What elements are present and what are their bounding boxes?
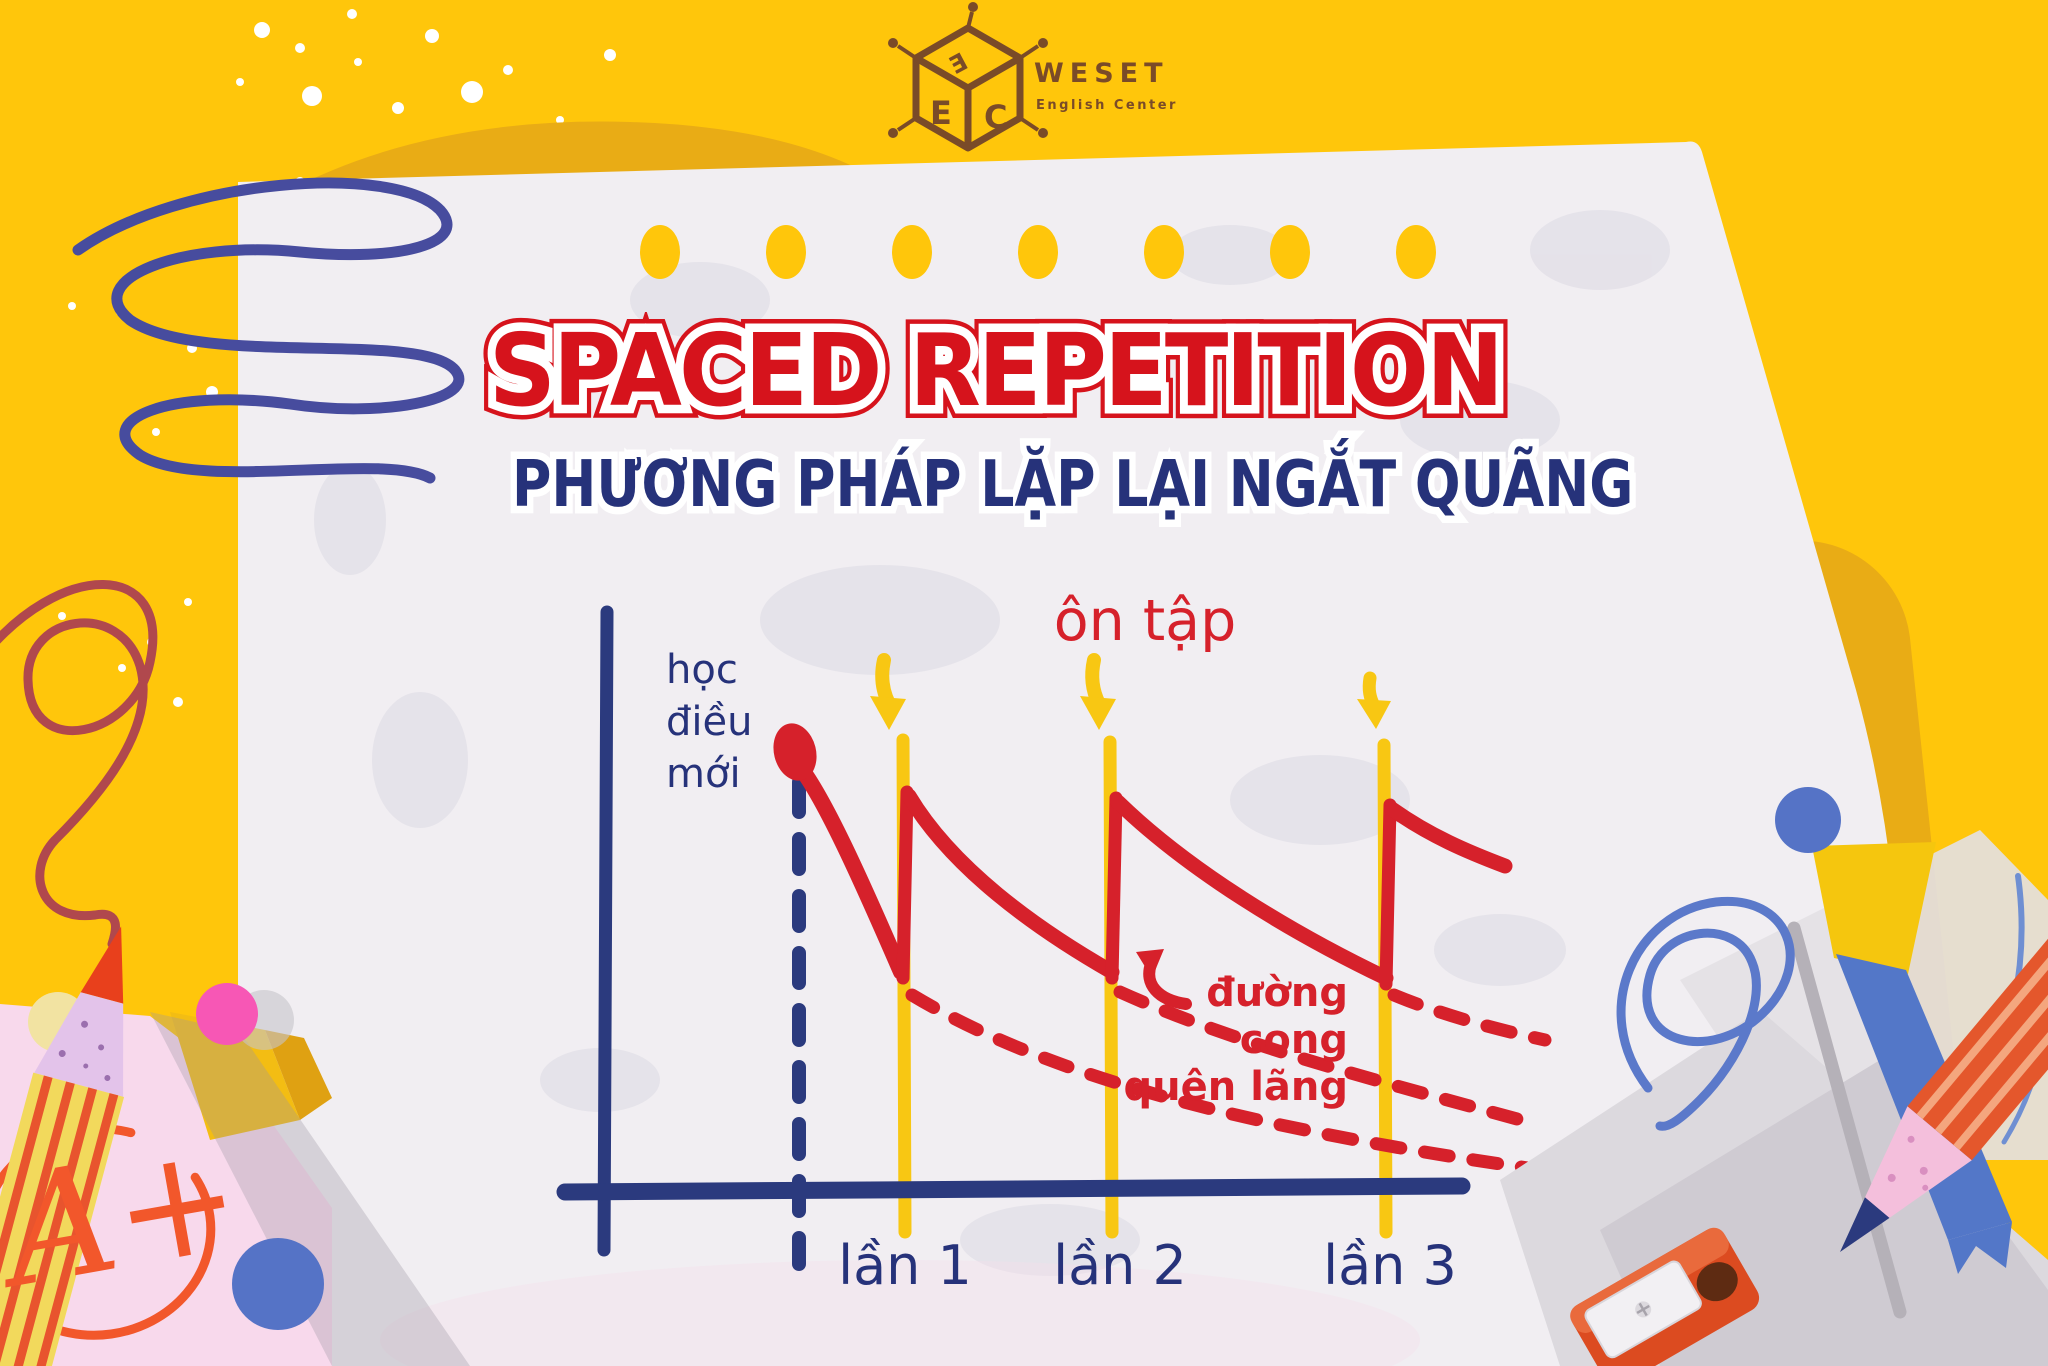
review-arrow-3-head xyxy=(1357,699,1391,729)
poster-subtitle: PHƯƠNG PHÁP LẶP LẠI NGẮT QUÃNG PHƯƠNG PH… xyxy=(506,444,1640,544)
poster-title-outline-white: SPACED REPETITION xyxy=(481,310,1512,432)
binder-dot-row xyxy=(640,225,1436,279)
pencil-shadow-band xyxy=(150,1012,470,1366)
review-arrows xyxy=(870,653,1391,730)
forgetting-label-arrow xyxy=(1136,949,1192,1010)
chart-learn-label: học điều mới xyxy=(666,647,753,797)
blue-dot-right xyxy=(1775,787,1841,853)
forgetting-curve-1 xyxy=(905,988,1535,1175)
poster-title: SPACED REPETITION SPACED REPETITION SPAC… xyxy=(460,305,1530,458)
learn-start-dot xyxy=(773,723,817,781)
retention-curve-solid xyxy=(788,754,1513,991)
poster-subtitle-text: PHƯƠNG PHÁP LẶP LẠI NGẮT QUÃNG xyxy=(512,448,1634,522)
y-axis xyxy=(597,605,614,1257)
chart-review-label: ôn tập xyxy=(1053,588,1237,654)
gray-stick xyxy=(1787,921,1907,1319)
logo-brand-text: WESET xyxy=(1034,58,1169,89)
binder-dot xyxy=(1270,225,1310,279)
blue-dot-left xyxy=(232,1238,324,1330)
paper-texture xyxy=(314,210,1670,1276)
poster-subtitle-outline: PHƯƠNG PHÁP LẶP LẠI NGẮT QUÃNG xyxy=(506,444,1640,526)
indigo-scribble xyxy=(72,177,465,484)
chart-forgetting-curve-label: đường cong quên lãng xyxy=(1123,970,1348,1111)
binder-dot xyxy=(892,225,932,279)
svg-text:C: C xyxy=(984,98,1007,136)
poster-title-outline-outer: SPACED REPETITION xyxy=(477,305,1516,436)
review-arrow-2-head xyxy=(1080,696,1116,730)
binder-dot xyxy=(1396,225,1436,279)
pink-dot xyxy=(196,983,258,1045)
binder-dot xyxy=(1144,225,1184,279)
chart-x-tick-1: lần 1 xyxy=(838,1234,972,1297)
weset-logo-icon: E C Ǝ xyxy=(888,2,1048,152)
chart-x-tick-2: lần 2 xyxy=(1053,1234,1187,1297)
poster-title-text: SPACED REPETITION xyxy=(488,312,1504,429)
blue-scribble-right xyxy=(1616,896,1795,1131)
chart-x-tick-3: lần 3 xyxy=(1323,1234,1457,1297)
binder-dot xyxy=(640,225,680,279)
logo-tagline-text: English Center xyxy=(1036,98,1178,113)
forgetting-curve-3 xyxy=(1387,988,1552,1047)
binder-dot xyxy=(766,225,806,279)
binder-dot xyxy=(1018,225,1058,279)
paper-pink-tint xyxy=(380,1260,1420,1366)
red-pencil xyxy=(1840,692,2048,1252)
paper-sheet xyxy=(238,141,1902,1366)
forgetting-curves-dashed xyxy=(905,985,1552,1175)
pencil-sharpener xyxy=(1472,1227,1760,1366)
yellow-pencil xyxy=(0,926,125,1366)
x-axis xyxy=(556,1177,1471,1201)
svg-text:E: E xyxy=(930,94,952,132)
review-arrow-1-head xyxy=(870,696,906,730)
chart xyxy=(556,605,1552,1271)
maroon-scribble xyxy=(0,580,158,949)
forgetting-curve-2 xyxy=(1113,985,1535,1129)
